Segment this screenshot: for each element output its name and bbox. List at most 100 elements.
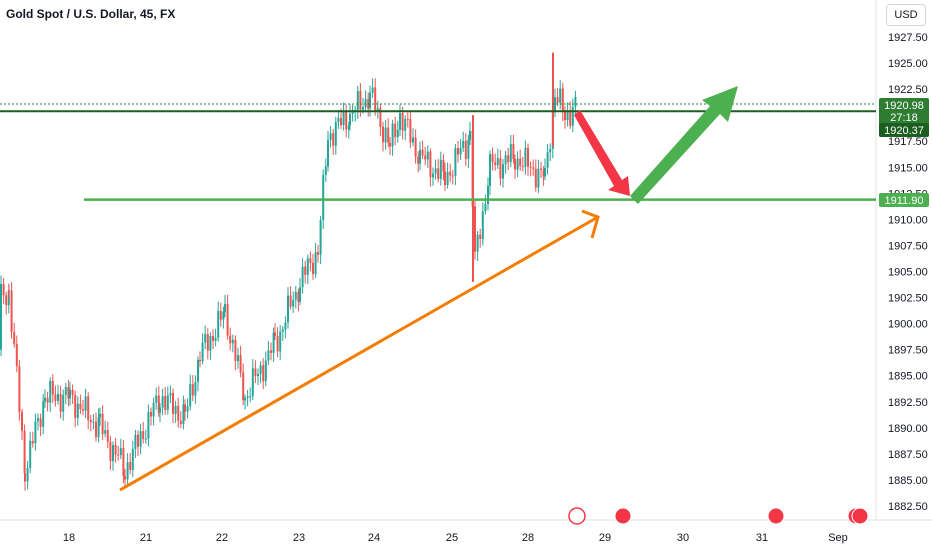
candle-body bbox=[76, 403, 79, 418]
candle-body bbox=[379, 108, 382, 127]
candle-body bbox=[92, 421, 95, 423]
candle-body bbox=[239, 355, 242, 373]
candle-body bbox=[342, 111, 345, 126]
candle-body bbox=[15, 344, 18, 367]
candle-body bbox=[254, 368, 257, 377]
candle-body bbox=[234, 339, 237, 362]
candle-body bbox=[177, 405, 180, 421]
candle-body bbox=[345, 111, 348, 130]
us-flag-event-icon[interactable] bbox=[614, 507, 632, 525]
candle-body bbox=[246, 396, 249, 398]
candle-body bbox=[289, 295, 292, 307]
countdown-label: 27:18 bbox=[890, 112, 918, 124]
candle-body bbox=[150, 411, 152, 417]
candle-body bbox=[142, 431, 145, 439]
candle-body bbox=[467, 139, 470, 159]
candle-body bbox=[446, 171, 449, 186]
candle-body bbox=[112, 445, 114, 462]
candle-body bbox=[324, 166, 327, 175]
candle-body bbox=[267, 350, 270, 361]
candle-body bbox=[89, 420, 92, 423]
candle-body bbox=[71, 389, 74, 395]
x-tick-label: 22 bbox=[216, 532, 228, 544]
candle-body bbox=[412, 137, 414, 143]
candle-body bbox=[304, 266, 307, 275]
candle-body bbox=[224, 303, 226, 312]
candle-body bbox=[476, 234, 479, 252]
candle-body bbox=[329, 133, 332, 140]
candle-body bbox=[34, 421, 37, 444]
candle-body bbox=[251, 368, 254, 397]
candle-body bbox=[101, 413, 104, 434]
candle-body bbox=[10, 290, 13, 333]
candle-body bbox=[279, 331, 282, 352]
candle-body bbox=[509, 144, 512, 163]
candle-body bbox=[226, 303, 229, 336]
candle-body bbox=[546, 152, 549, 168]
x-tick-label: 18 bbox=[63, 532, 75, 544]
candle-body bbox=[179, 420, 182, 424]
us-flag-event-icon[interactable] bbox=[767, 507, 785, 525]
candle-body bbox=[399, 113, 401, 130]
candle-body bbox=[464, 140, 467, 159]
candle-body bbox=[574, 96, 577, 108]
candle-body bbox=[474, 206, 476, 252]
candle-body bbox=[97, 417, 100, 438]
candle-body bbox=[172, 392, 174, 414]
candle-body bbox=[340, 117, 342, 126]
down-arrow[interactable] bbox=[574, 110, 630, 196]
candle-body bbox=[462, 140, 465, 148]
us-flag-event-icon[interactable] bbox=[851, 507, 869, 525]
candle-body bbox=[521, 166, 524, 168]
drawings-layer[interactable] bbox=[119, 86, 738, 492]
flash-event-icon[interactable] bbox=[568, 507, 586, 525]
currency-button[interactable]: USD bbox=[886, 4, 926, 26]
candle-body bbox=[18, 366, 21, 413]
candle-body bbox=[189, 384, 192, 407]
candle-body bbox=[514, 159, 516, 170]
candle-body bbox=[459, 147, 462, 155]
candle-body bbox=[259, 365, 262, 374]
candle-body bbox=[469, 130, 471, 140]
candle-body bbox=[161, 396, 164, 408]
candle-body bbox=[274, 332, 276, 337]
candle-body bbox=[499, 158, 502, 179]
candle-body bbox=[109, 441, 112, 462]
candle-body bbox=[104, 430, 107, 434]
trendline[interactable] bbox=[119, 215, 599, 492]
candle-body bbox=[519, 158, 522, 167]
candle-body bbox=[244, 397, 246, 401]
candle-body bbox=[201, 342, 204, 362]
candle-body bbox=[439, 159, 442, 179]
candle-body bbox=[54, 394, 57, 401]
candle-body bbox=[199, 359, 201, 362]
candle-body bbox=[26, 467, 29, 482]
candle-body bbox=[487, 185, 489, 205]
candle-body bbox=[134, 434, 137, 449]
candle-body bbox=[571, 107, 574, 126]
candle-body bbox=[421, 149, 424, 156]
candle-body bbox=[532, 167, 535, 169]
y-tick-label: 1897.50 bbox=[888, 345, 928, 357]
candle-body bbox=[139, 431, 142, 447]
candle-body bbox=[64, 387, 67, 395]
x-axis[interactable]: 18 21 22 23 24 25 28 29 30 31 Sep bbox=[63, 532, 848, 544]
candle-body bbox=[529, 166, 532, 168]
candle-body bbox=[287, 295, 289, 323]
candle-body bbox=[327, 139, 329, 167]
candle-body bbox=[516, 158, 519, 170]
candle-body bbox=[426, 151, 429, 160]
candle-body bbox=[374, 87, 377, 112]
resistance-price-label: 1920.37 bbox=[884, 125, 924, 137]
y-tick-label: 1882.50 bbox=[888, 501, 928, 513]
events-layer[interactable] bbox=[568, 507, 869, 525]
candle-body bbox=[37, 418, 39, 422]
candle-body bbox=[569, 110, 572, 126]
up-arrow[interactable] bbox=[630, 86, 738, 204]
candle-body bbox=[292, 299, 295, 307]
candle-body bbox=[319, 219, 322, 255]
candle-body bbox=[334, 122, 337, 146]
candle-body bbox=[262, 365, 265, 382]
